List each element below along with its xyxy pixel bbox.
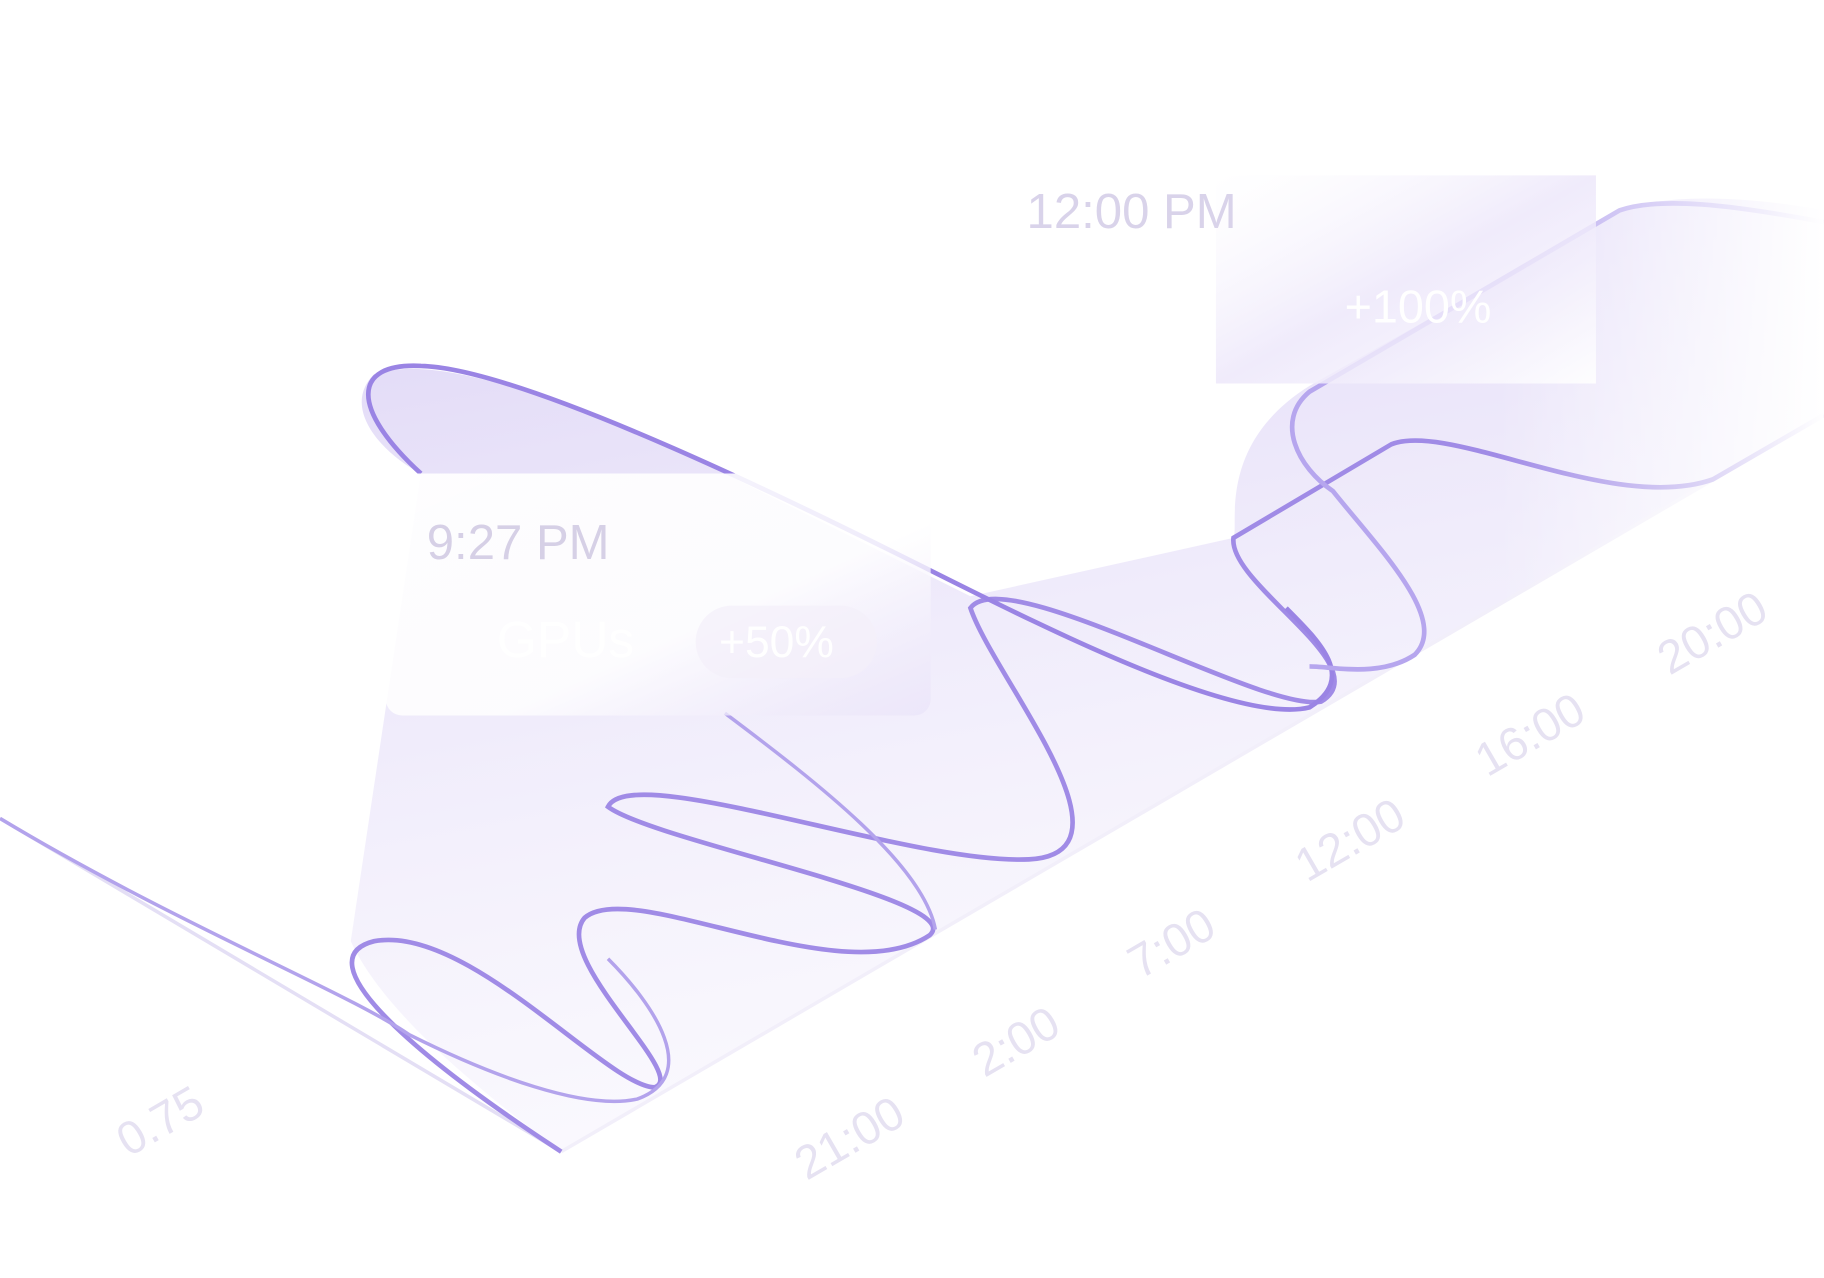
- tooltip-change: +50%: [719, 618, 834, 667]
- area-fill: [350, 198, 1824, 1152]
- scene: 12:00 PM +100% 9:27 PM GPUs +50% 0.75 21…: [0, 175, 1824, 1190]
- x-axis-label: 21:00: [786, 1086, 913, 1190]
- series-line: [0, 711, 938, 1104]
- tooltip-time: 9:27 PM: [427, 516, 610, 570]
- y-axis-label: 0.75: [108, 1076, 213, 1167]
- tooltip: [385, 473, 931, 716]
- tooltip-time: 12:00 PM: [1027, 185, 1237, 239]
- tooltip-change: +100%: [1345, 281, 1492, 333]
- x-axis-label: 2:00: [963, 996, 1068, 1087]
- tooltip-label: GPUs: [497, 610, 634, 668]
- base-line: [0, 816, 563, 1154]
- tooltip: [1215, 175, 1596, 384]
- x-axis-label: 12:00: [1286, 788, 1413, 892]
- x-axis-label: 7:00: [1119, 898, 1224, 989]
- badge: [695, 605, 877, 679]
